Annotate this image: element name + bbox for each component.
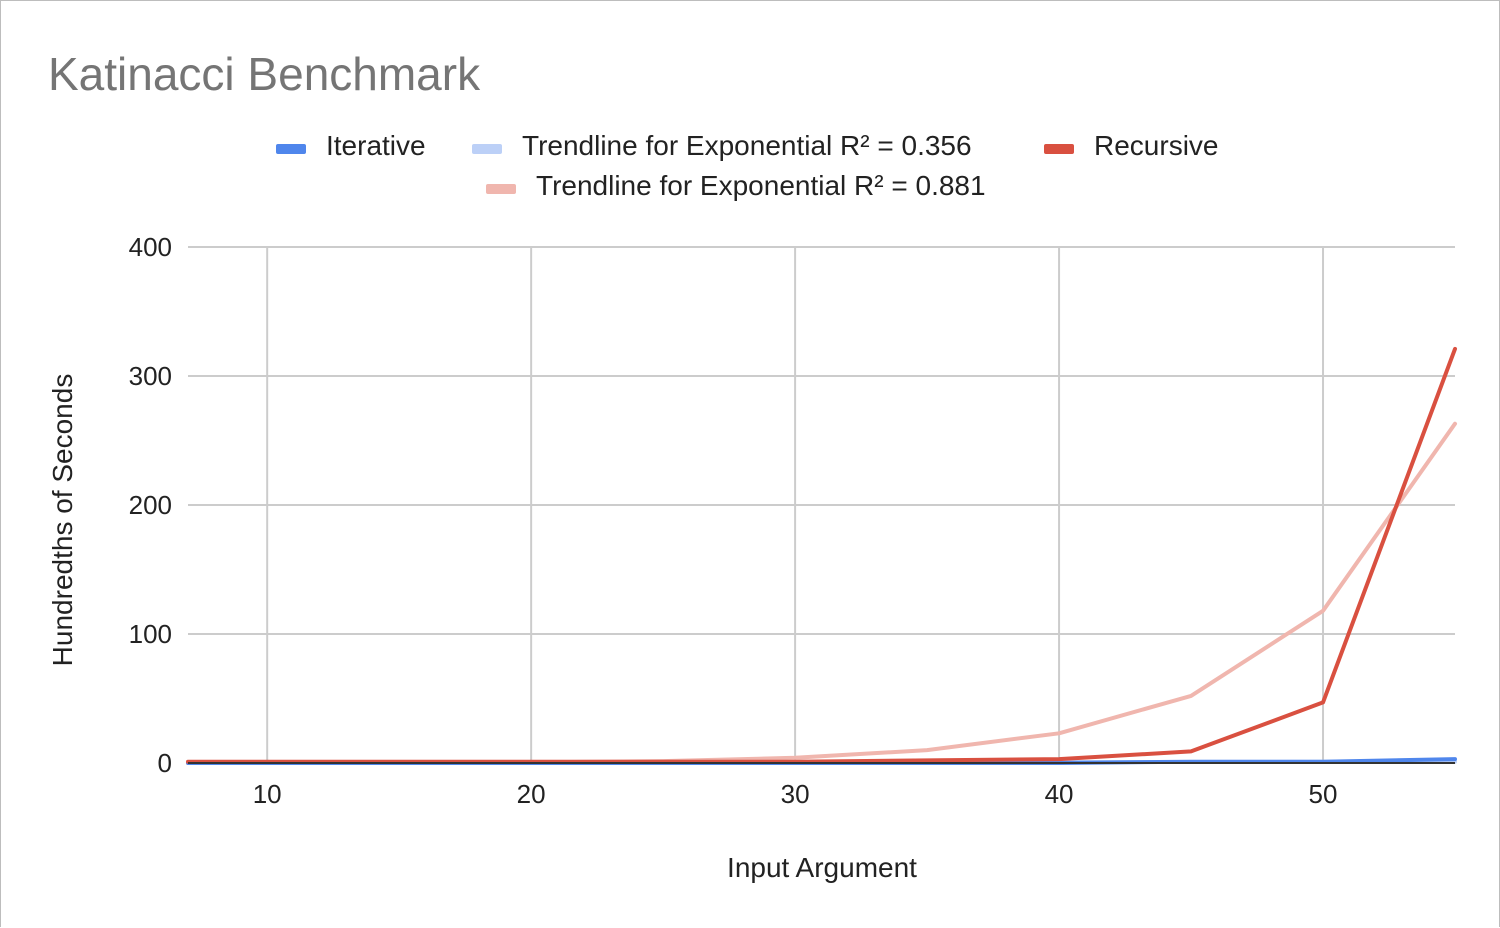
legend-swatch-1 [472, 144, 502, 154]
legend-label-2: Recursive [1094, 130, 1218, 161]
grid [188, 246, 1455, 763]
legend-swatch-2 [1044, 144, 1074, 154]
y-tick-labels: 0 100 200 300 400 [129, 232, 172, 778]
legend-swatch-0 [276, 144, 306, 154]
y-tick-label: 400 [129, 232, 172, 262]
chart-title: Katinacci Benchmark [48, 48, 481, 100]
series-lines [186, 346, 1457, 765]
legend-label-1: Trendline for Exponential R² = 0.356 [522, 130, 972, 161]
x-tick-label: 50 [1309, 779, 1338, 809]
legend-label-0: Iterative [326, 130, 426, 161]
y-axis-label: Hundredths of Seconds [47, 374, 78, 667]
series-line-2 [186, 346, 1457, 764]
y-tick-label: 0 [158, 748, 172, 778]
legend: Iterative Trendline for Exponential R² = … [276, 130, 1218, 201]
x-tick-labels: 10 20 30 40 50 [253, 779, 1338, 809]
y-tick-label: 200 [129, 490, 172, 520]
x-axis-label: Input Argument [727, 852, 917, 883]
y-tick-label: 300 [129, 361, 172, 391]
series-line-3 [186, 421, 1457, 765]
x-tick-label: 20 [517, 779, 546, 809]
x-tick-label: 40 [1045, 779, 1074, 809]
legend-swatch-3 [486, 184, 516, 194]
legend-label-3: Trendline for Exponential R² = 0.881 [536, 170, 986, 201]
x-tick-label: 10 [253, 779, 282, 809]
x-tick-label: 30 [781, 779, 810, 809]
y-tick-label: 100 [129, 619, 172, 649]
